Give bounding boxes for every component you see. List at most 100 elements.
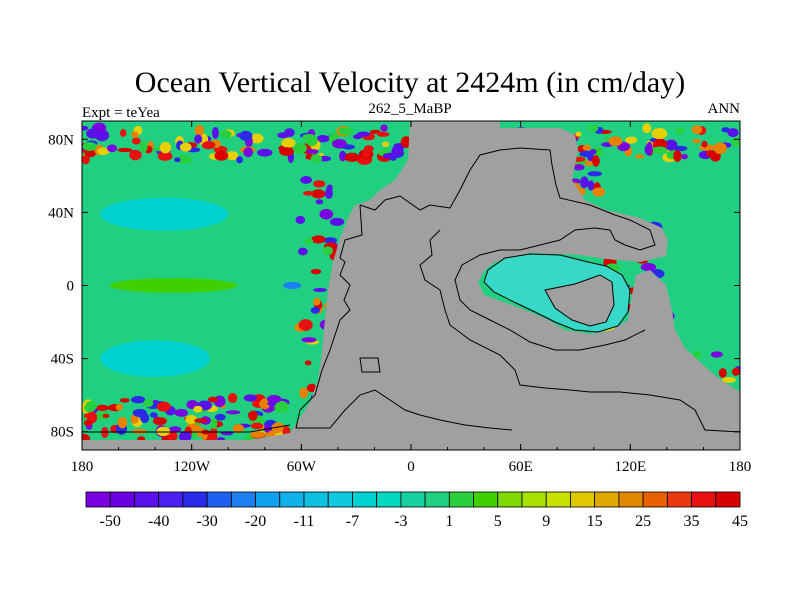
noise-cell: [651, 128, 668, 140]
noise-cell: [131, 429, 148, 434]
noise-cell: [115, 403, 123, 411]
noise-cell: [304, 237, 314, 245]
noise-cell: [311, 235, 326, 244]
colorbar-label: -7: [346, 513, 359, 530]
noise-cell: [298, 319, 313, 331]
colorbar-label: -3: [394, 513, 407, 530]
noise-cell: [83, 420, 93, 427]
colorbar-box: [666, 491, 692, 508]
noise-cell: [96, 404, 109, 411]
noise-cell: [369, 129, 381, 134]
noise-cell: [102, 413, 110, 418]
colorbar-box: [182, 491, 208, 508]
noise-cell: [97, 147, 110, 155]
noise-cell: [313, 297, 321, 306]
noise-cell: [310, 154, 323, 163]
noise-cell: [190, 432, 198, 439]
noise-cell: [731, 367, 740, 376]
noise-cell: [225, 410, 241, 415]
noise-cell: [277, 132, 290, 139]
noise-cell: [219, 130, 232, 139]
noise-cell: [315, 199, 324, 205]
noise-cell: [652, 146, 668, 154]
noise-cell: [106, 144, 118, 153]
noise-cell: [214, 150, 229, 161]
noise-cell: [82, 155, 90, 165]
colorbar-box: [594, 491, 620, 508]
colorbar-box: [400, 491, 426, 508]
colorbar-label: -20: [245, 513, 266, 530]
noise-cell: [573, 164, 585, 171]
noise-cell: [119, 129, 127, 137]
noise-cell: [322, 246, 334, 256]
noise-cell: [304, 360, 312, 366]
noise-cell: [306, 149, 319, 154]
noise-cell: [210, 417, 218, 430]
colorbar-box: [545, 491, 571, 508]
noise-cell: [705, 150, 716, 158]
noise-cell: [587, 180, 595, 191]
noise-cell: [250, 431, 266, 438]
noise-cell: [293, 142, 307, 154]
noise-cell: [239, 130, 253, 141]
noise-cell: [149, 412, 158, 418]
chart-title: Ocean Vertical Velocity at 2424m (in cm/…: [135, 66, 685, 99]
colorbar-box: [327, 491, 353, 508]
noise-cell: [194, 125, 205, 137]
colorbar-box: [642, 491, 668, 508]
noise-cell: [193, 405, 203, 413]
noise-cell: [582, 144, 591, 151]
colorbar-label: -30: [196, 513, 217, 530]
noise-cell: [701, 140, 708, 148]
x-axis-ticks: 180 120W 60W 0 60E 120E 180: [71, 121, 751, 475]
noise-cell: [313, 180, 326, 188]
y-tick-label: 0: [67, 279, 75, 295]
noise-cell: [279, 147, 295, 156]
noise-cell: [140, 412, 150, 424]
x-tick-label: 120W: [173, 459, 211, 475]
coastline-rim: [82, 424, 291, 433]
noise-cell: [281, 138, 296, 148]
noise-cell: [174, 157, 181, 163]
noise-cell: [131, 137, 141, 145]
field-anomalies: [100, 197, 302, 377]
coastlines: [82, 147, 740, 433]
colorbar-box: [279, 491, 305, 508]
colorbar-box: [473, 491, 499, 508]
south-pacific-gyre: [100, 340, 210, 377]
equatorial-upwelling-band: [109, 278, 238, 293]
noise-cell: [159, 141, 172, 154]
noise-cell: [592, 187, 606, 197]
noise-cell: [201, 141, 216, 150]
noise-cell: [139, 141, 148, 153]
noise-cell: [194, 418, 208, 423]
noise-cell: [302, 133, 316, 141]
y-tick-label: 40S: [51, 352, 74, 368]
noise-cell: [257, 148, 273, 157]
noise-cell: [316, 135, 330, 143]
x-tick-label: 60E: [509, 459, 533, 475]
noise-cell: [214, 413, 226, 421]
coastline-inland-sea: [483, 253, 631, 333]
equatorial-blue-spot: [283, 281, 302, 290]
noise-cell: [329, 217, 345, 226]
noise-cell: [727, 128, 739, 138]
noise-cell: [299, 387, 309, 399]
noise-cell: [156, 426, 171, 437]
noise-cell: [179, 431, 192, 443]
y-axis-ticks: 80N 40N 0 40S 80S: [48, 132, 740, 441]
colorbar: [85, 491, 741, 508]
noise-cell: [380, 124, 388, 132]
noise-cell: [592, 155, 600, 167]
noise-cell: [635, 154, 645, 159]
map-plot-area: [82, 121, 740, 450]
colorbar-label: 45: [732, 513, 748, 530]
noise-cell: [353, 134, 363, 140]
noise-cell: [721, 376, 736, 383]
y-tick-label: 80N: [48, 132, 74, 148]
coastline-small-island: [359, 357, 381, 373]
noise-cell: [271, 422, 285, 433]
y-tick-label: 80S: [51, 425, 74, 441]
noise-cell: [338, 127, 354, 136]
noise-cell: [117, 147, 133, 153]
